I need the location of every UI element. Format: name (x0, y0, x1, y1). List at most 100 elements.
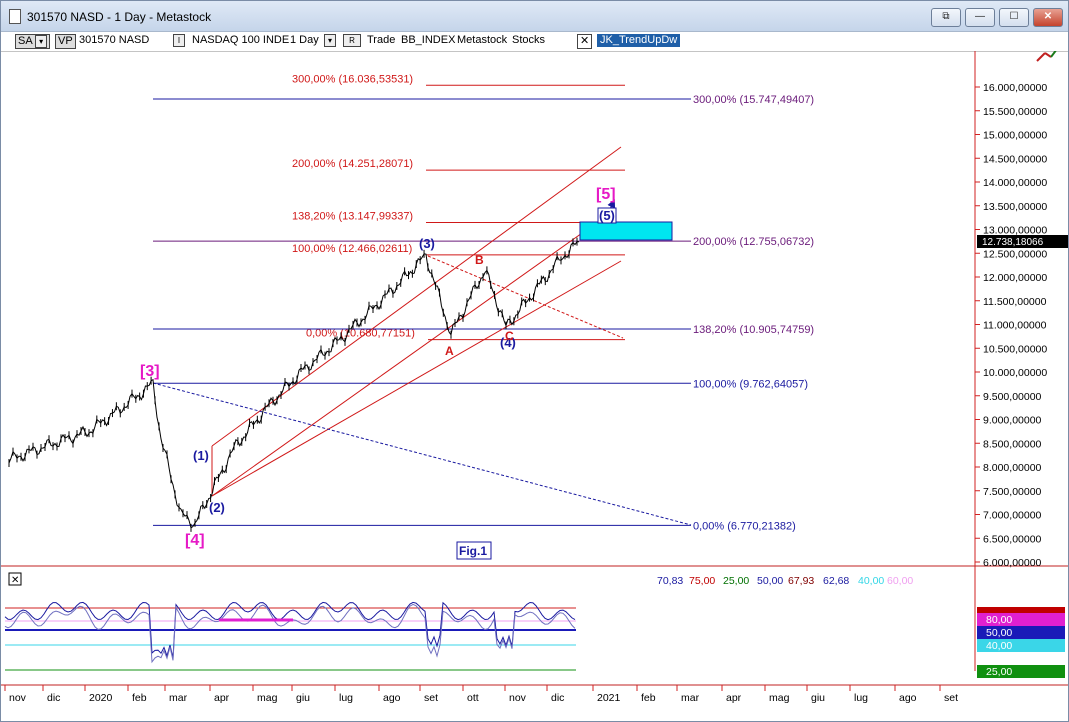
axis-badge-label: 50,00 (986, 627, 1012, 639)
wave-label: C (505, 329, 514, 343)
x-tick-label: lug (339, 692, 353, 704)
fib-red-label: 138,20% (13.147,99337) (292, 210, 413, 222)
wave-label: (3) (419, 236, 435, 251)
x-tick-label: mar (169, 692, 188, 704)
y-tick-label: 11.000,00000 (983, 320, 1047, 332)
indicator-panel: ✕ 70,83 75,00 25,00 50,00 67,93 62,68 40,00 60,… (4, 572, 1065, 678)
ticker-button[interactable]: I (173, 34, 185, 47)
indicator-value: 62,68 (823, 575, 849, 587)
chart-tool-icon[interactable] (1036, 51, 1057, 62)
y-tick-label: 12.500,00000 (983, 248, 1047, 260)
template-name[interactable]: JK_TrendUpDw (597, 34, 681, 47)
chart-document-icon (9, 9, 21, 24)
title-bar: 301570 NASD - 1 Day - Metastock ⧉ — ☐ ✕ (1, 1, 1068, 32)
wave-label: (1) (193, 448, 209, 463)
axis-badge-label: 80,00 (986, 614, 1012, 626)
x-tick-label: ago (899, 692, 917, 704)
price-line (8, 241, 580, 529)
axis-badge (977, 639, 1065, 652)
last-price-label: 12.738,18066 (982, 237, 1044, 248)
close-button[interactable]: ✕ (1033, 8, 1063, 27)
x-tick-label: 2021 (597, 692, 621, 704)
x-tick-label: ott (467, 692, 479, 704)
y-tick-label: 9.500,00000 (983, 391, 1042, 403)
fib-levels: 300,00% (16.036,53531) 200,00% (14.251,28… (153, 73, 814, 532)
x-tick-label: dic (551, 692, 564, 704)
target-box (579, 221, 673, 241)
y-tick-label: 9.000,00000 (983, 415, 1042, 427)
y-tick-label: 13.500,00000 (983, 201, 1047, 213)
window-title: 301570 NASD - 1 Day - Metastock (27, 10, 212, 24)
chevron-down-icon: ▾ (35, 35, 48, 48)
x-tick-label: set (424, 692, 438, 704)
wave-label: A (445, 344, 454, 358)
axis-badge-label: 40,00 (986, 640, 1012, 652)
x-tick-label: lug (854, 692, 868, 704)
indicator-value: 60,00 (887, 575, 913, 587)
close-template-icon[interactable]: ✕ (577, 34, 593, 49)
y-tick-label: 15.000,00000 (983, 130, 1047, 142)
indicator-close-icon[interactable]: ✕ (11, 575, 19, 586)
wave-label: (5) (599, 208, 615, 223)
stocks-label: Stocks (512, 34, 546, 46)
axis-badge (977, 626, 1065, 639)
y-tick-label: 16.000,00000 (983, 82, 1047, 94)
indicator-value: 70,83 (657, 575, 683, 587)
minimize-button[interactable]: — (965, 8, 995, 27)
fib-blue-label: 0,00% (6.770,21382) (693, 520, 796, 532)
restore-icon[interactable]: ⧉ (931, 8, 961, 27)
wave-label: (2) (209, 500, 225, 515)
x-tick-label: 2020 (89, 692, 113, 704)
y-tick-label: 6.000,00000 (983, 557, 1042, 569)
x-tick-label: nov (9, 692, 27, 704)
vp-button[interactable]: VP (55, 34, 76, 49)
fib-red-label: 100,00% (12.466,02611) (292, 243, 412, 255)
dotted-abc-line (427, 255, 624, 339)
channel-lower-line (211, 260, 622, 497)
ticker-name: NASDAQ 100 INDE (192, 34, 290, 46)
wave-label: [5] (596, 186, 616, 203)
indicator-value: 67,93 (788, 575, 814, 587)
fib-blue-label: 300,00% (15.747,49407) (693, 94, 814, 106)
wave-label: B (475, 253, 484, 267)
x-tick-label: apr (214, 692, 230, 704)
symbol-label: 301570 NASD (79, 34, 150, 46)
y-tick-label: 14.000,00000 (983, 177, 1047, 189)
fib-red-label: 0,00% (10.680,77151) (306, 328, 415, 340)
x-tick-label: giu (296, 692, 310, 704)
last-price-badge (977, 235, 1068, 248)
wave-label: [3] (140, 363, 160, 380)
x-tick-label: feb (132, 692, 147, 704)
axis-badge-label: 25,00 (986, 666, 1012, 678)
y-tick-label: 7.500,00000 (983, 486, 1042, 498)
y-tick-label: 7.000,00000 (983, 510, 1042, 522)
indicator-value: 40,00 (858, 575, 884, 587)
fig-label-box: Fig.1 (456, 541, 492, 560)
indicator-value: 75,00 (689, 575, 715, 587)
trade-label: Trade (367, 34, 396, 46)
price-chart[interactable]: 16.000,00000 15.500,00000 15.000,00000 14.5… (1, 51, 1068, 721)
x-tick-label: nov (509, 692, 527, 704)
period-dropdown[interactable]: ▾ (324, 34, 336, 47)
trend-channels (152, 146, 692, 526)
x-tick-label: set (944, 692, 958, 704)
y-tick-label: 13.000,00000 (983, 225, 1047, 237)
y-tick-label: 8.500,00000 (983, 438, 1042, 450)
bbindex-label: BB_INDEX (401, 34, 456, 46)
metastock-label: Metastock (457, 34, 508, 46)
indicator-value: 25,00 (723, 575, 749, 587)
fib-blue-label: 100,00% (9.762,64057) (693, 378, 808, 390)
y-tick-label: 10.500,00000 (983, 343, 1047, 355)
x-tick-label: dic (47, 692, 60, 704)
y-tick-label: 8.000,00000 (983, 462, 1042, 474)
wave-label: (4) (500, 335, 516, 350)
sa-selector[interactable]: SA ▾ (15, 34, 51, 49)
maximize-button[interactable]: ☐ (999, 8, 1029, 27)
r-button[interactable]: R (343, 34, 361, 47)
x-tick-label: giu (811, 692, 825, 704)
fib-red-label: 300,00% (16.036,53531) (292, 73, 413, 85)
channel-upper-line (211, 146, 622, 447)
price-bars (8, 237, 578, 532)
x-tick-label: mag (257, 692, 278, 704)
